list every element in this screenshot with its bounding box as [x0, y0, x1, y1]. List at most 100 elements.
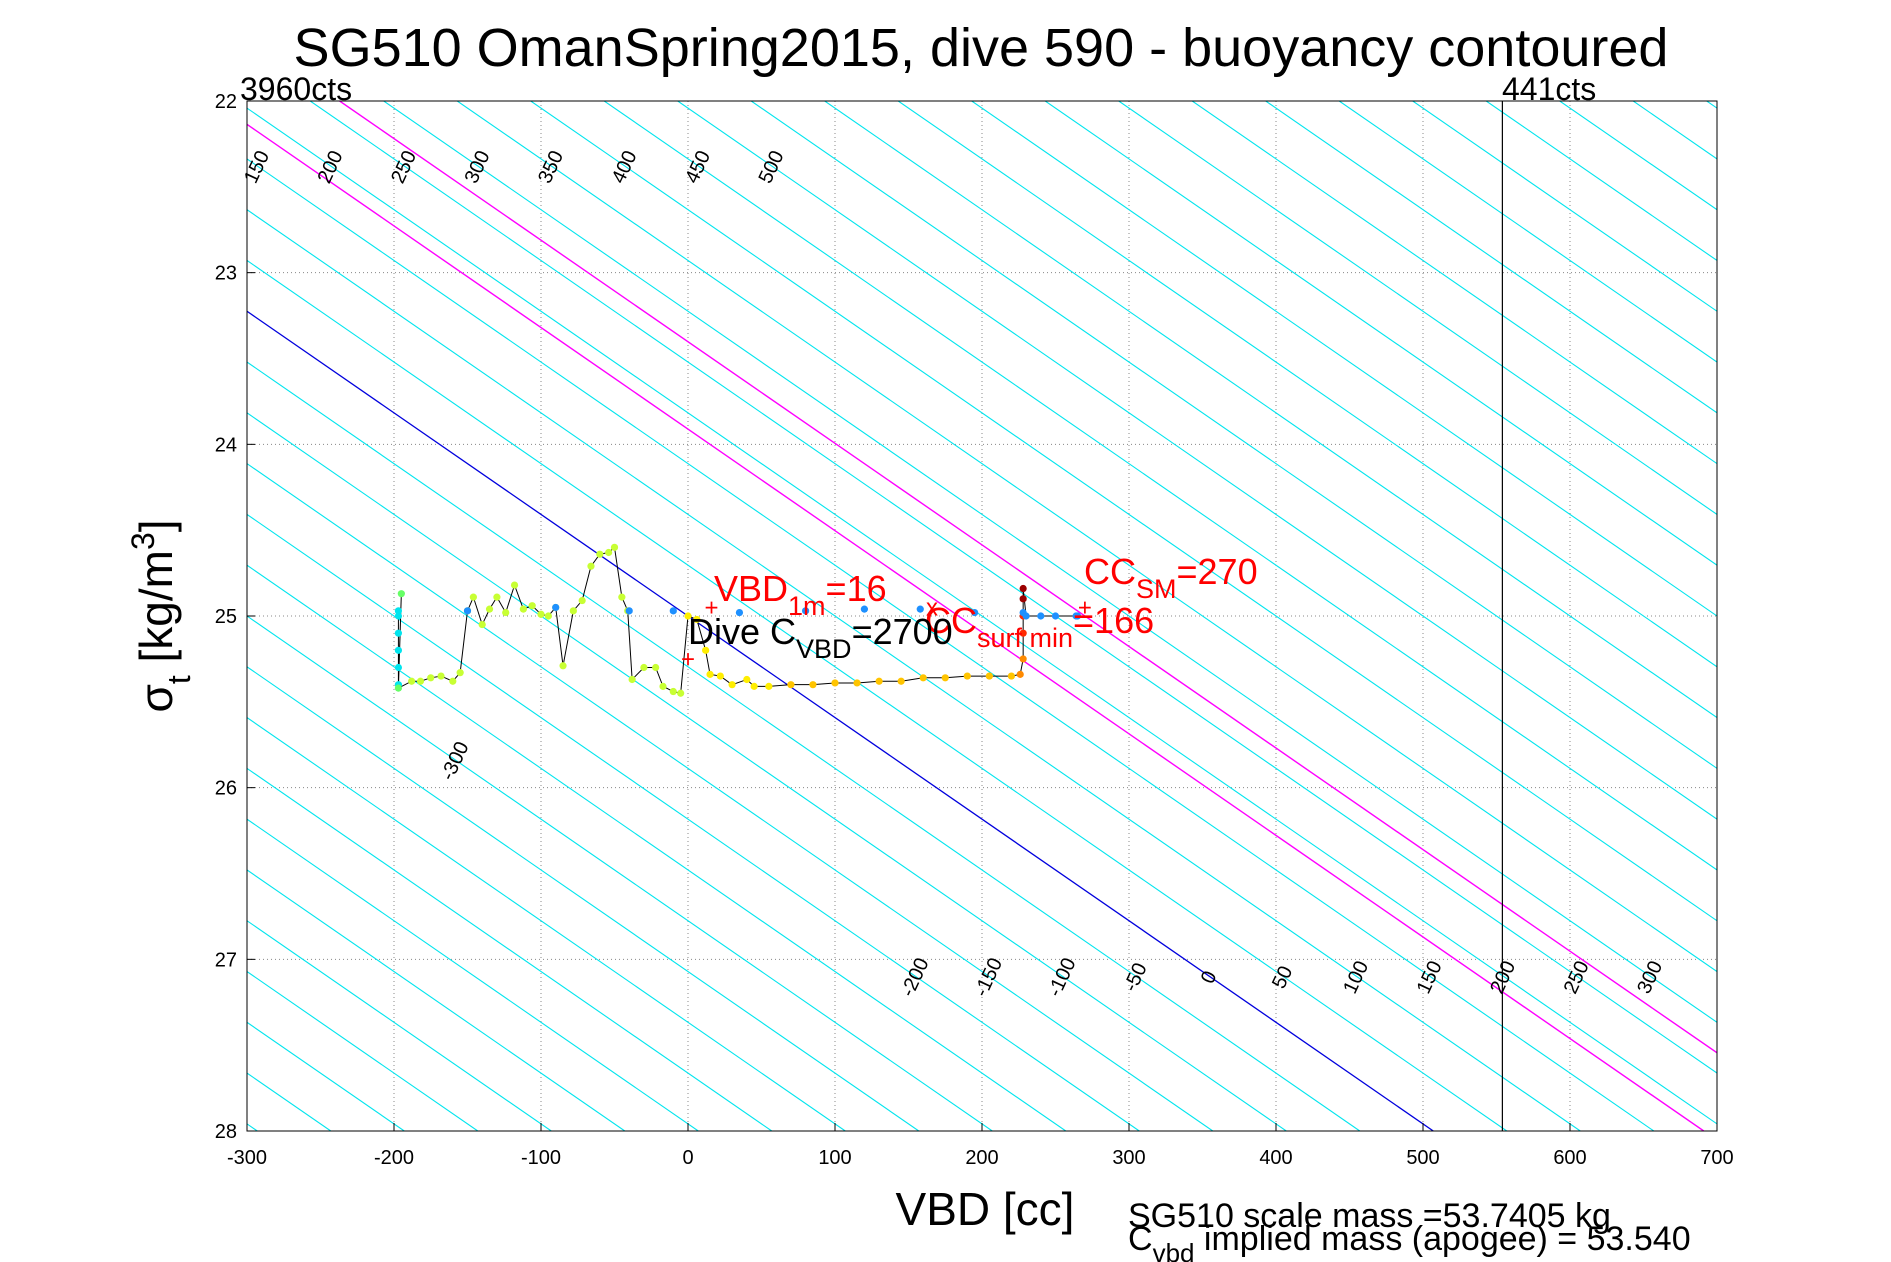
x-axis-ticks: -300 -200 -100 0 100 200 300 400 500 600 700 [227, 1123, 1734, 1169]
contour-line [897, 101, 1717, 668]
trace-point [449, 677, 457, 685]
climb-point [802, 607, 810, 615]
y-tick-label: 22 [215, 91, 237, 113]
x-tick-label: 500 [1406, 1147, 1439, 1169]
y-tick-label: 26 [215, 778, 237, 800]
ccsurf-main: CC [925, 600, 977, 641]
trace-point [831, 679, 839, 687]
contour-line [383, 101, 1717, 1023]
trace-point [510, 581, 519, 589]
climb-point [552, 603, 560, 612]
trace-point [628, 675, 636, 684]
y-tick-label: 25 [215, 606, 237, 628]
trace-point [394, 629, 403, 637]
trace-point [728, 681, 736, 689]
trace-point [394, 607, 403, 615]
trace-point [528, 602, 536, 610]
contour-line [971, 101, 1717, 617]
trace-point [394, 663, 403, 672]
trace-point [610, 543, 619, 551]
trace-point [919, 674, 927, 682]
trace-point [750, 682, 758, 690]
trace-point [578, 596, 586, 605]
trace-point [765, 682, 773, 690]
trace-point [1051, 612, 1060, 620]
trace-point [640, 663, 648, 672]
ccsm-rest: =270 [1177, 551, 1258, 592]
contour-line [1044, 101, 1717, 566]
y-axis-label-unit: [kg/m [130, 550, 182, 675]
trace-point [743, 675, 751, 684]
x-tick-label: 600 [1553, 1147, 1586, 1169]
dive-cvbd-rest: =2700 [852, 611, 953, 652]
contour-line [750, 101, 1717, 770]
x-tick-label: 100 [818, 1147, 851, 1169]
y-tick-label: 28 [215, 1121, 237, 1143]
contour-line [247, 666, 920, 1131]
trace-point [1019, 595, 1027, 603]
vbd1m-rest: =16 [826, 568, 887, 609]
trace-point [456, 669, 464, 677]
trace-point [897, 677, 905, 685]
implied-mass-main: C [1128, 1220, 1153, 1258]
climb-point [1072, 612, 1080, 620]
x-tick-label: 700 [1700, 1147, 1733, 1169]
contour-line [1265, 101, 1717, 414]
scale-mass-note: SG510 scale mass =53.7405 kg [1128, 1197, 1611, 1235]
trace-point [493, 593, 501, 601]
contour-line [247, 513, 1140, 1131]
trace-point [559, 662, 567, 670]
trace-point [787, 681, 795, 689]
climb-point [860, 605, 869, 613]
ccsm-main: CC [1084, 551, 1136, 592]
contour-line [1191, 101, 1717, 465]
trace-point [684, 612, 692, 620]
trace-point [706, 670, 714, 678]
y-axis-label-main: σ [130, 684, 182, 712]
trace-point [1019, 584, 1027, 593]
contour-line [247, 920, 552, 1131]
y-axis-label: σt [kg/m3] [125, 519, 197, 712]
vbd1m-main: VBD [714, 568, 788, 609]
contour-line [247, 361, 1361, 1131]
ccsm-annotation: CCSM=270 [1084, 551, 1258, 604]
trace-point [809, 681, 817, 689]
trace-point [397, 590, 405, 598]
trace-point [618, 593, 626, 601]
buoyancy-trace [394, 543, 1082, 697]
trace-point [502, 608, 510, 617]
counts-right-label: 441cts [1502, 71, 1596, 107]
y-axis-label-unit-sup: 3 [125, 532, 161, 550]
trace-point [941, 674, 949, 682]
x-tick-label: -300 [227, 1147, 267, 1169]
trace-point [394, 684, 403, 692]
contour-line [247, 767, 773, 1131]
trace-point [394, 612, 403, 620]
x-tick-label: 0 [682, 1147, 693, 1169]
climb-point [735, 608, 744, 617]
chart-title: SG510 OmanSpring2015, dive 590 - buoyanc… [294, 18, 1669, 78]
climb-point [463, 607, 472, 615]
contour-line [247, 615, 993, 1131]
contour-line [603, 101, 1717, 871]
trace-point [485, 605, 494, 613]
contour-line [0, 101, 110, 1131]
contour-line [677, 101, 1717, 820]
marker-symbol: + [681, 646, 695, 673]
contour-line [1338, 101, 1717, 363]
climb-point [625, 607, 633, 615]
trace-point [963, 672, 971, 680]
implied-mass-note: Cvbd implied mass (apogee) = 53.540 [1128, 1220, 1691, 1262]
climb-point [916, 605, 924, 613]
ccsm-sub: SM [1136, 574, 1177, 604]
contour-line [530, 101, 1717, 922]
trace-point [478, 620, 486, 629]
trace-point [394, 646, 403, 654]
x-tick-label: 200 [965, 1147, 998, 1169]
x-tick-label: -200 [374, 1147, 414, 1169]
markers: + x + + [681, 594, 1092, 673]
trace-point [702, 646, 710, 654]
trace-point [1016, 670, 1024, 678]
trace-point [985, 672, 993, 680]
